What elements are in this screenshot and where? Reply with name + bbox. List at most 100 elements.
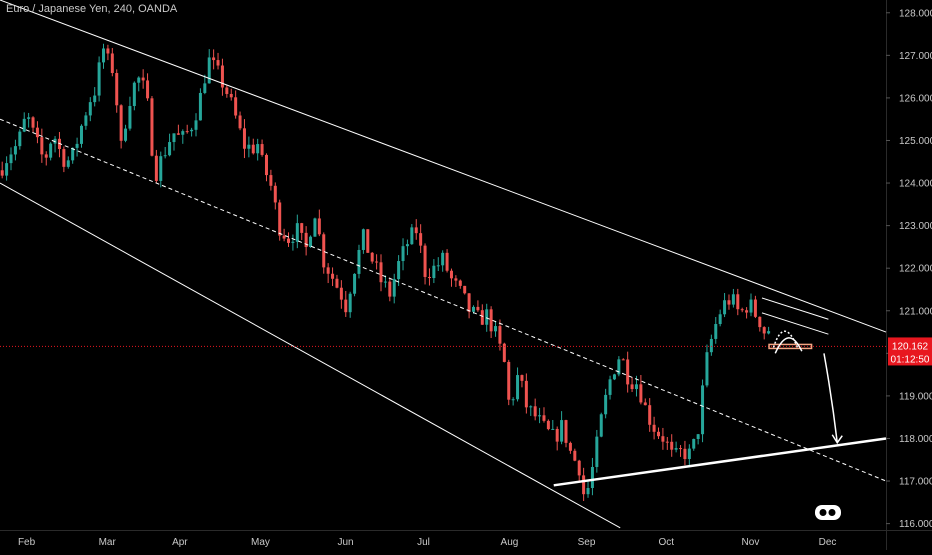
y-tick-label: 127.000 [899,51,932,62]
candle-body [516,375,520,400]
projection-arc-dotted [772,330,799,348]
trendline[interactable] [0,182,621,529]
candle-body [714,324,718,339]
candle-body [502,343,506,362]
candle-body [582,475,586,495]
candle-body [736,294,740,310]
candle-body [586,488,590,495]
candle-body [278,202,282,236]
support-zone[interactable] [768,343,813,350]
projection-arc [774,337,803,354]
candle-body [159,156,163,181]
candle-body [49,143,53,158]
candle-body [132,82,136,107]
candle-body [529,406,533,408]
candle-body [507,361,511,400]
candle-body [273,185,277,203]
candle-body [630,384,634,390]
candle-body [198,92,202,121]
candle-body [445,252,449,271]
candle-body [35,127,39,138]
price-badge [888,337,932,366]
price-badge-value: 120.162 [892,341,929,352]
channel-midline[interactable] [0,118,887,482]
candle-body [62,149,66,167]
candle-body [701,385,705,435]
candle-body [119,105,123,141]
candle-body [542,415,546,421]
candle-body [560,420,564,442]
y-tick-label: 119.000 [899,391,932,402]
candle-body [137,77,141,83]
price-badge-countdown: 01:12:50 [891,354,930,365]
candle-body [476,306,480,311]
candle-body [141,77,145,81]
candle-body [313,218,317,237]
x-tick-label: Apr [172,537,188,548]
candle-body [335,278,339,288]
candle-body [304,232,308,248]
candle-body [679,448,683,450]
candle-body [762,327,766,334]
candle-body [692,438,696,449]
candle-body [5,163,9,176]
candle-body [498,326,502,344]
candle-body [234,97,238,116]
x-tick-label: Dec [819,537,837,548]
x-tick-label: Jun [337,537,353,548]
candle-body [163,155,167,157]
candle-body [216,60,220,66]
trendline[interactable] [761,297,829,320]
candle-body [185,131,189,133]
candle-body [110,53,114,74]
candle-body [225,87,229,94]
candle-body [260,144,264,155]
candle-body [463,285,467,294]
candle-body [251,144,255,154]
candle-body [172,133,176,143]
trendline[interactable] [0,0,887,333]
y-tick-label: 122.000 [899,264,932,275]
trendline[interactable] [761,312,829,335]
projection-arrow[interactable] [823,353,839,443]
candle-body [71,147,75,161]
candle-body [401,246,405,262]
y-tick-label: 121.000 [899,306,932,317]
candle-body [454,278,458,281]
candle-body [467,293,471,312]
candle-body [287,238,291,243]
y-tick-label: 118.000 [899,434,932,445]
candle-body [375,261,379,263]
candle-body [608,379,612,395]
candle-body [758,316,762,328]
candle-body [595,436,599,467]
candle-body [410,227,414,245]
candle-body [657,431,661,437]
candle-body [494,326,498,332]
candle-body [146,80,150,99]
candle-body [366,229,370,253]
candle-body [577,460,581,476]
trendline[interactable] [553,437,887,487]
candle-body [573,450,577,461]
candle-body [269,175,273,186]
candle-body [331,273,335,279]
candle-body [480,310,484,325]
candle-body [79,125,83,144]
x-tick-label: Nov [742,537,760,548]
candle-body [370,252,374,262]
candle-body [449,270,453,279]
candle-body [520,375,524,381]
candle-body [427,276,431,279]
candle-body [533,406,537,417]
candle-body [88,102,92,116]
candle-body [27,117,31,119]
candle-body [309,236,313,248]
y-tick-label: 126.000 [899,93,932,104]
y-tick-label: 116.000 [899,519,932,530]
candle-body [93,95,97,103]
candle-body [322,234,326,268]
candle-body [727,300,731,305]
